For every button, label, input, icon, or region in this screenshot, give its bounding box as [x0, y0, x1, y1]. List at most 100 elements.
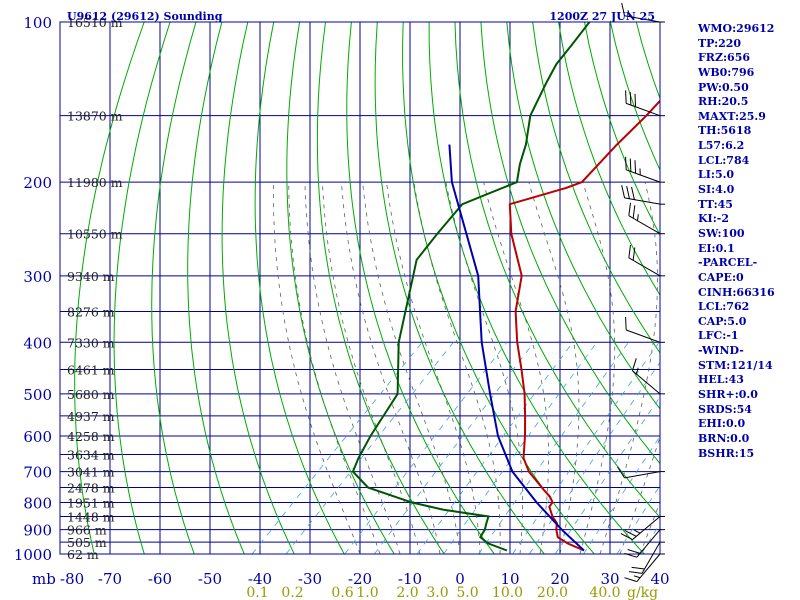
pressure-tick-label: 300 [23, 268, 52, 286]
sounding-index: BRN:0.0 [698, 431, 750, 445]
mixing-ratio-label: 20.0 [537, 585, 568, 600]
wind-barb [628, 202, 665, 235]
mixing-ratio-label: 5.0 [456, 585, 478, 600]
sounding-index: SI:4.0 [698, 183, 735, 197]
mixing-ratio-label: 40.0 [589, 585, 620, 600]
sounding-index: MAXT:25.9 [698, 109, 766, 123]
mixing-ratio-label: 3.0 [426, 585, 448, 600]
moist-adiabat [362, 182, 461, 554]
sounding-index: -PARCEL- [698, 256, 758, 270]
pressure-tick-label: 500 [23, 386, 52, 404]
sounding-index: TT:45 [698, 197, 733, 211]
mixing-ratio-label: 2.0 [396, 585, 418, 600]
height-label: 7330 m [67, 335, 115, 350]
height-label: 966 m [67, 523, 107, 538]
sounding-index: CINH:66316 [698, 285, 775, 299]
sounding-index: WMO:29612 [698, 22, 775, 35]
sounding-index: STM:121/14 [698, 358, 773, 372]
temperature-tick-label: -10 [398, 570, 422, 588]
dry-adiabat [532, 22, 660, 354]
height-label: 8276 m [67, 304, 115, 319]
wind-barb [620, 515, 665, 541]
dry-adiabat [286, 22, 395, 554]
height-label: 3041 m [67, 465, 115, 480]
pressure-tick-label: 400 [23, 334, 52, 352]
sounding-indices-panel: WMO:29612 TP:220 FRZ:656 WB0:796 PW:0.50 RH:2… [698, 22, 798, 461]
height-label: 4937 m [67, 409, 115, 424]
wind-barbs [617, 2, 665, 583]
wind-barb [624, 553, 665, 583]
height-label: 62 m [67, 547, 99, 562]
moist-adiabat [528, 181, 580, 554]
pressure-tick-label: 700 [23, 464, 52, 482]
temperature-tick-label: -60 [148, 570, 172, 588]
pressure-tick-label: 100 [23, 14, 52, 32]
mixing-ratio-line [616, 484, 660, 554]
dry-adiabat [254, 22, 345, 554]
dry-adiabat [221, 22, 295, 554]
moist-adiabat [445, 182, 523, 554]
moist-adiabat [483, 182, 549, 554]
height-label: 9340 m [67, 269, 115, 284]
temperature-tick-label: 0 [455, 570, 465, 588]
mixing-ratio-label: 10.0 [492, 585, 523, 600]
height-label: 3634 m [67, 447, 115, 462]
mixing-ratio-label: 0.6 [331, 585, 353, 600]
moist-adiabat [322, 182, 421, 554]
sounding-index: L57:6.2 [698, 139, 745, 153]
wind-barb [621, 185, 665, 205]
sounding-index: LCL:784 [698, 153, 750, 167]
sounding-index: EHI:0.0 [698, 417, 746, 431]
temperature-tick-label: -20 [348, 570, 372, 588]
height-label: 6461 m [67, 363, 115, 378]
sounding-profiles [351, 22, 660, 552]
sounding-index: HEL:43 [698, 373, 744, 387]
dry-adiabat [113, 22, 171, 554]
sounding-index: SRDS:54 [698, 402, 752, 416]
moist-adiabat [599, 182, 658, 554]
wind-barb [617, 466, 665, 479]
height-label: 16510 m [67, 15, 123, 30]
sounding-time: 1200Z 27 JUN 25 [549, 10, 655, 23]
sounding-index: TP:220 [698, 36, 742, 50]
sounding-index: BSHR:15 [698, 446, 755, 460]
mixing-ratio-line [443, 342, 598, 554]
pressure-tick-label: 900 [23, 522, 52, 540]
height-label: 505 m [67, 535, 107, 550]
wind-barb [625, 90, 665, 117]
temperature-profile-line [508, 99, 660, 552]
sounding-index: CAP:5.0 [698, 314, 747, 328]
wind-barb [624, 529, 665, 558]
sounding-index: FRZ:656 [698, 51, 751, 65]
mixing-ratio-unit: g/kg [627, 585, 658, 600]
dry-adiabat [374, 22, 545, 554]
parcel-profile-line [448, 144, 585, 552]
dry-adiabat [316, 22, 445, 554]
wind-barb [625, 156, 665, 183]
temperature-tick-label: 40 [650, 570, 669, 588]
sounding-index: SHR+:0.0 [698, 388, 758, 402]
wind-barb [629, 541, 665, 574]
sounding-title: U9612 (29612) Sounding [67, 10, 223, 23]
mixing-ratio-line [512, 342, 660, 554]
sounding-index: KI:-2 [698, 212, 729, 226]
pressure-tick-label: 800 [23, 494, 52, 512]
plot-frame [59, 21, 661, 555]
dry-adiabat [151, 22, 197, 554]
temperature-tick-label: -40 [248, 570, 272, 588]
sounding-index: WB0:796 [698, 65, 755, 79]
sounding-index: SW:100 [698, 226, 745, 240]
sounding-index: CAPE:0 [698, 270, 744, 284]
temperature-tick-label: 20 [550, 570, 569, 588]
pressure-tick-label: 1000 [14, 546, 52, 564]
height-label: 11980 m [67, 175, 123, 190]
moist-adiabat [386, 182, 481, 554]
temperature-tick-label: -80 [60, 570, 84, 588]
temperature-tick-label: -70 [98, 570, 122, 588]
temperature-tick-label: 30 [600, 570, 619, 588]
sounding-index: EI:0.1 [698, 241, 735, 255]
sounding-index: RH:20.5 [698, 95, 749, 109]
mixing-ratio-line [416, 342, 574, 554]
